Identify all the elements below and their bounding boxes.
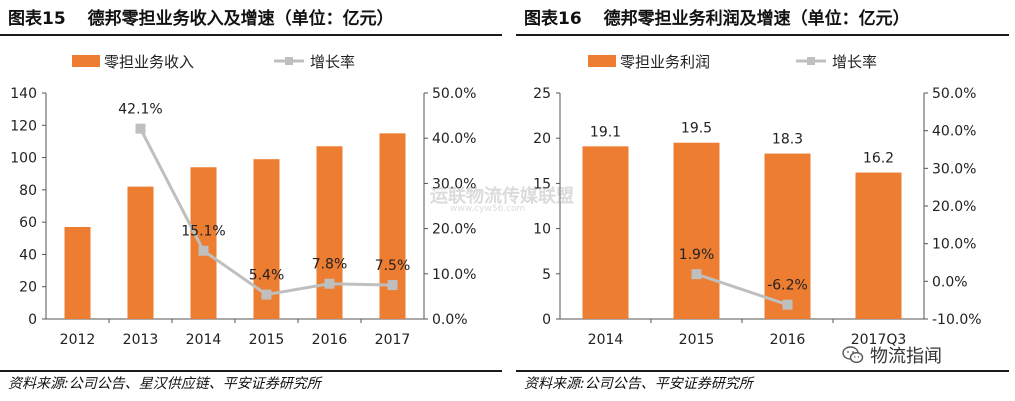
- bar-data-label: 19.1: [590, 124, 621, 140]
- y2-tick-label: -10.0%: [932, 312, 982, 328]
- line-marker: [135, 123, 146, 134]
- legend-label: 增长率: [832, 53, 877, 71]
- line-data-label: 7.8%: [312, 257, 348, 273]
- watermark: 运联物流传媒联盟 www.cyw56.com: [410, 180, 610, 220]
- bar: [64, 226, 91, 319]
- line-data-label: 7.5%: [375, 258, 411, 274]
- line-data-label: 15.1%: [181, 224, 225, 240]
- legend-swatch-marker: [285, 57, 293, 65]
- source-note: 资料来源:公司公告、星汉供应链、平安证券研究所: [8, 376, 321, 392]
- legend-label: 零担业务利润: [620, 53, 710, 71]
- line-data-label: -6.2%: [767, 278, 808, 294]
- x-tick-label: 2014: [588, 332, 624, 348]
- x-tick-label: 2016: [312, 332, 348, 348]
- account-logo: 物流指闻: [840, 342, 1012, 368]
- y2-tick-label: 0.0%: [932, 274, 968, 290]
- y-tick-label: 120: [10, 118, 37, 134]
- watermark-text: 运联物流传媒联盟: [430, 186, 574, 207]
- x-tick-label: 2015: [249, 332, 285, 348]
- y-tick-label: 140: [10, 86, 37, 102]
- figure-label: 图表15: [8, 9, 66, 29]
- bar-data-label: 16.2: [863, 151, 894, 167]
- line-marker: [387, 280, 398, 291]
- bar: [582, 146, 629, 319]
- legend-label: 零担业务收入: [104, 53, 194, 71]
- y-tick-label: 0: [28, 312, 37, 328]
- bar: [316, 146, 343, 319]
- y2-tick-label: 40.0%: [432, 131, 476, 147]
- x-tick-label: 2013: [123, 332, 159, 348]
- y2-tick-label: 10.0%: [932, 237, 976, 253]
- account-name: 物流指闻: [870, 346, 942, 367]
- y2-tick-label: 20.0%: [932, 199, 976, 215]
- y-tick-label: 60: [19, 215, 37, 231]
- y2-tick-label: 30.0%: [432, 176, 476, 192]
- source-note: 资料来源:公司公告、平安证券研究所: [524, 376, 753, 392]
- y2-tick-label: 20.0%: [432, 222, 476, 238]
- x-tick-label: 2017: [375, 332, 411, 348]
- title-text: 德邦零担业务收入及增速（单位：亿元）: [87, 9, 394, 29]
- chart-title: 图表16 德邦零担业务利润及增速（单位：亿元）: [524, 6, 910, 32]
- chart-panel-profit: 图表16 德邦零担业务利润及增速（单位：亿元） 0 5 10 15 20 25 -10.0% 0…: [516, 0, 1015, 401]
- y-tick-label: 0: [542, 312, 551, 328]
- line-marker: [324, 278, 335, 289]
- line-marker: [691, 269, 702, 280]
- y2-tick-label: 10.0%: [432, 267, 476, 283]
- y-tick-label: 20: [533, 131, 551, 147]
- chart-title: 图表15 德邦零担业务收入及增速（单位：亿元）: [8, 6, 394, 32]
- wechat-icon: [842, 346, 864, 364]
- line-data-label: 1.9%: [679, 247, 715, 263]
- bar: [127, 186, 154, 319]
- y2-tick-label: 50.0%: [932, 86, 976, 102]
- bar: [673, 142, 720, 319]
- legend-swatch-bar: [588, 55, 616, 67]
- x-tick-label: 2012: [60, 332, 96, 348]
- x-tick-label: 2014: [186, 332, 222, 348]
- source-rule: [0, 370, 502, 372]
- watermark-url: www.cyw56.com: [450, 204, 526, 214]
- y-tick-label: 80: [19, 183, 37, 199]
- legend-swatch-marker: [807, 57, 815, 65]
- line-data-label: 5.4%: [249, 268, 285, 284]
- line-marker: [261, 289, 272, 300]
- y2-tick-label: 30.0%: [932, 161, 976, 177]
- line-marker: [782, 299, 793, 310]
- line-data-label: 42.1%: [118, 102, 162, 118]
- y-tick-label: 25: [533, 86, 551, 102]
- x-tick-label: 2017Q3: [851, 332, 907, 348]
- y-tick-label: 40: [19, 247, 37, 263]
- source-rule: [516, 370, 1009, 372]
- y-tick-label: 10: [533, 222, 551, 238]
- x-tick-label: 2015: [679, 332, 715, 348]
- bar-data-label: 18.3: [772, 132, 803, 148]
- y2-tick-label: 40.0%: [932, 124, 976, 140]
- y2-tick-label: 0.0%: [432, 312, 468, 328]
- y-tick-label: 5: [542, 267, 551, 283]
- line-marker: [198, 245, 209, 256]
- revenue-chart: 0 20 40 60 80 100 120 140 0.0% 10.0% 20.0% 30.0% 40.…: [10, 53, 476, 348]
- y-tick-label: 20: [19, 280, 37, 296]
- bar: [855, 172, 902, 319]
- bar: [190, 167, 217, 319]
- chart-panel-revenue: 图表15 德邦零担业务收入及增速（单位：亿元） 0 20 40 60 80 100 120 14…: [0, 6, 502, 392]
- legend-swatch-bar: [72, 55, 100, 67]
- y-tick-label: 15: [533, 176, 551, 192]
- y2-tick-label: 50.0%: [432, 86, 476, 102]
- title-rule: [516, 34, 1009, 36]
- bar: [379, 133, 406, 319]
- legend-label: 增长率: [310, 53, 355, 71]
- bar-data-label: 19.5: [681, 121, 712, 137]
- figure-label: 图表16: [524, 9, 582, 29]
- y-tick-label: 100: [10, 151, 37, 167]
- title-text: 德邦零担业务利润及增速（单位：亿元）: [603, 9, 910, 29]
- x-tick-label: 2016: [770, 332, 806, 348]
- growth-line: [696, 272, 788, 307]
- bar: [764, 153, 811, 319]
- profit-chart: 0 5 10 15 20 25 -10.0% 0.0% 10.0% 20.0% 30.0% 40.0%…: [533, 53, 982, 348]
- title-rule: [0, 34, 502, 36]
